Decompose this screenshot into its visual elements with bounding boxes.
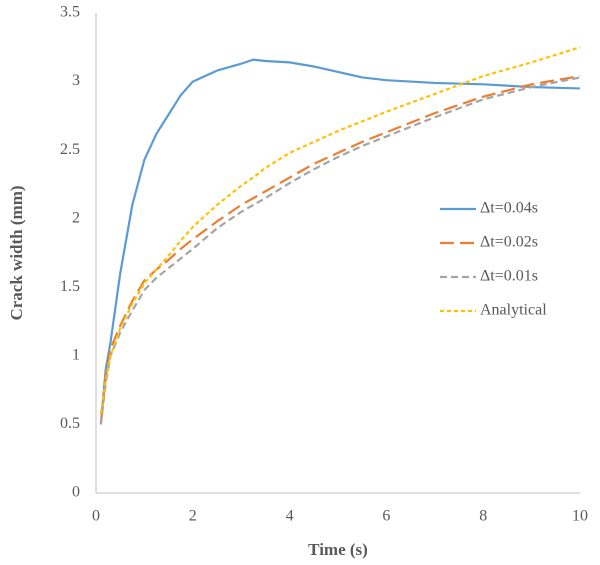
y-tick-label: 2 [72, 209, 80, 226]
x-tick-label: 10 [572, 508, 588, 525]
y-tick-label: 1 [72, 347, 80, 364]
x-tick-label: 4 [286, 508, 294, 525]
legend-label: Δt=0.01s [480, 268, 538, 285]
series-line [99, 76, 581, 425]
y-tick-label: 0 [72, 484, 80, 501]
y-axis-title: Crack width (mm) [7, 185, 26, 320]
y-tick-label: 1.5 [60, 278, 80, 295]
y-tick-label: 3.5 [60, 4, 80, 21]
y-tick-label: 2.5 [60, 141, 80, 158]
y-tick-label: 0.5 [60, 415, 80, 432]
legend-label: Δt=0.04s [480, 200, 538, 217]
x-axis-title: Time (s) [308, 540, 368, 559]
x-tick-label: 0 [92, 508, 100, 525]
legend-label: Δt=0.02s [480, 234, 538, 251]
x-tick-label: 2 [189, 508, 197, 525]
series-line [99, 58, 581, 425]
x-tick-label: 8 [479, 508, 487, 525]
series-line [99, 46, 581, 414]
y-tick-label: 3 [72, 72, 80, 89]
legend-label: Analytical [480, 302, 547, 319]
x-tick-label: 6 [382, 508, 390, 525]
